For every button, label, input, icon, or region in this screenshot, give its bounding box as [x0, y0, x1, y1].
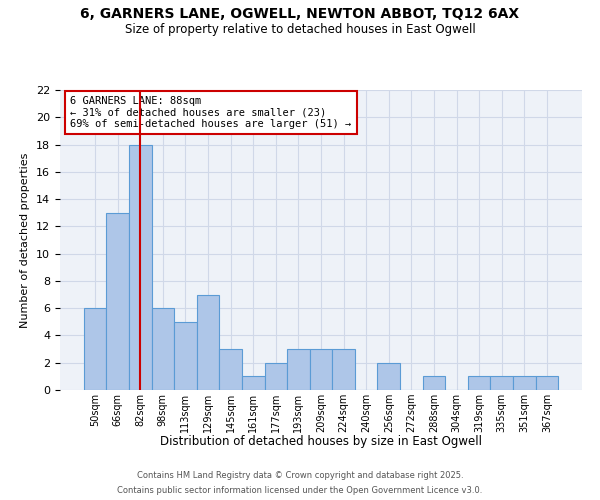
Bar — [377, 362, 400, 390]
Text: Contains HM Land Registry data © Crown copyright and database right 2025.: Contains HM Land Registry data © Crown c… — [137, 471, 463, 480]
Bar — [220, 349, 242, 390]
Bar — [310, 349, 332, 390]
Bar — [129, 144, 152, 390]
Text: Size of property relative to detached houses in East Ogwell: Size of property relative to detached ho… — [125, 22, 475, 36]
Bar — [174, 322, 197, 390]
Bar — [242, 376, 265, 390]
Bar — [106, 212, 129, 390]
Bar — [536, 376, 558, 390]
Text: 6, GARNERS LANE, OGWELL, NEWTON ABBOT, TQ12 6AX: 6, GARNERS LANE, OGWELL, NEWTON ABBOT, T… — [80, 8, 520, 22]
Bar — [152, 308, 174, 390]
Bar — [197, 294, 220, 390]
Bar — [287, 349, 310, 390]
Bar — [513, 376, 536, 390]
Text: Distribution of detached houses by size in East Ogwell: Distribution of detached houses by size … — [160, 435, 482, 448]
Text: Contains public sector information licensed under the Open Government Licence v3: Contains public sector information licen… — [118, 486, 482, 495]
Bar — [490, 376, 513, 390]
Bar — [332, 349, 355, 390]
Bar — [265, 362, 287, 390]
Y-axis label: Number of detached properties: Number of detached properties — [20, 152, 31, 328]
Bar — [84, 308, 106, 390]
Bar — [422, 376, 445, 390]
Text: 6 GARNERS LANE: 88sqm
← 31% of detached houses are smaller (23)
69% of semi-deta: 6 GARNERS LANE: 88sqm ← 31% of detached … — [70, 96, 352, 129]
Bar — [468, 376, 490, 390]
